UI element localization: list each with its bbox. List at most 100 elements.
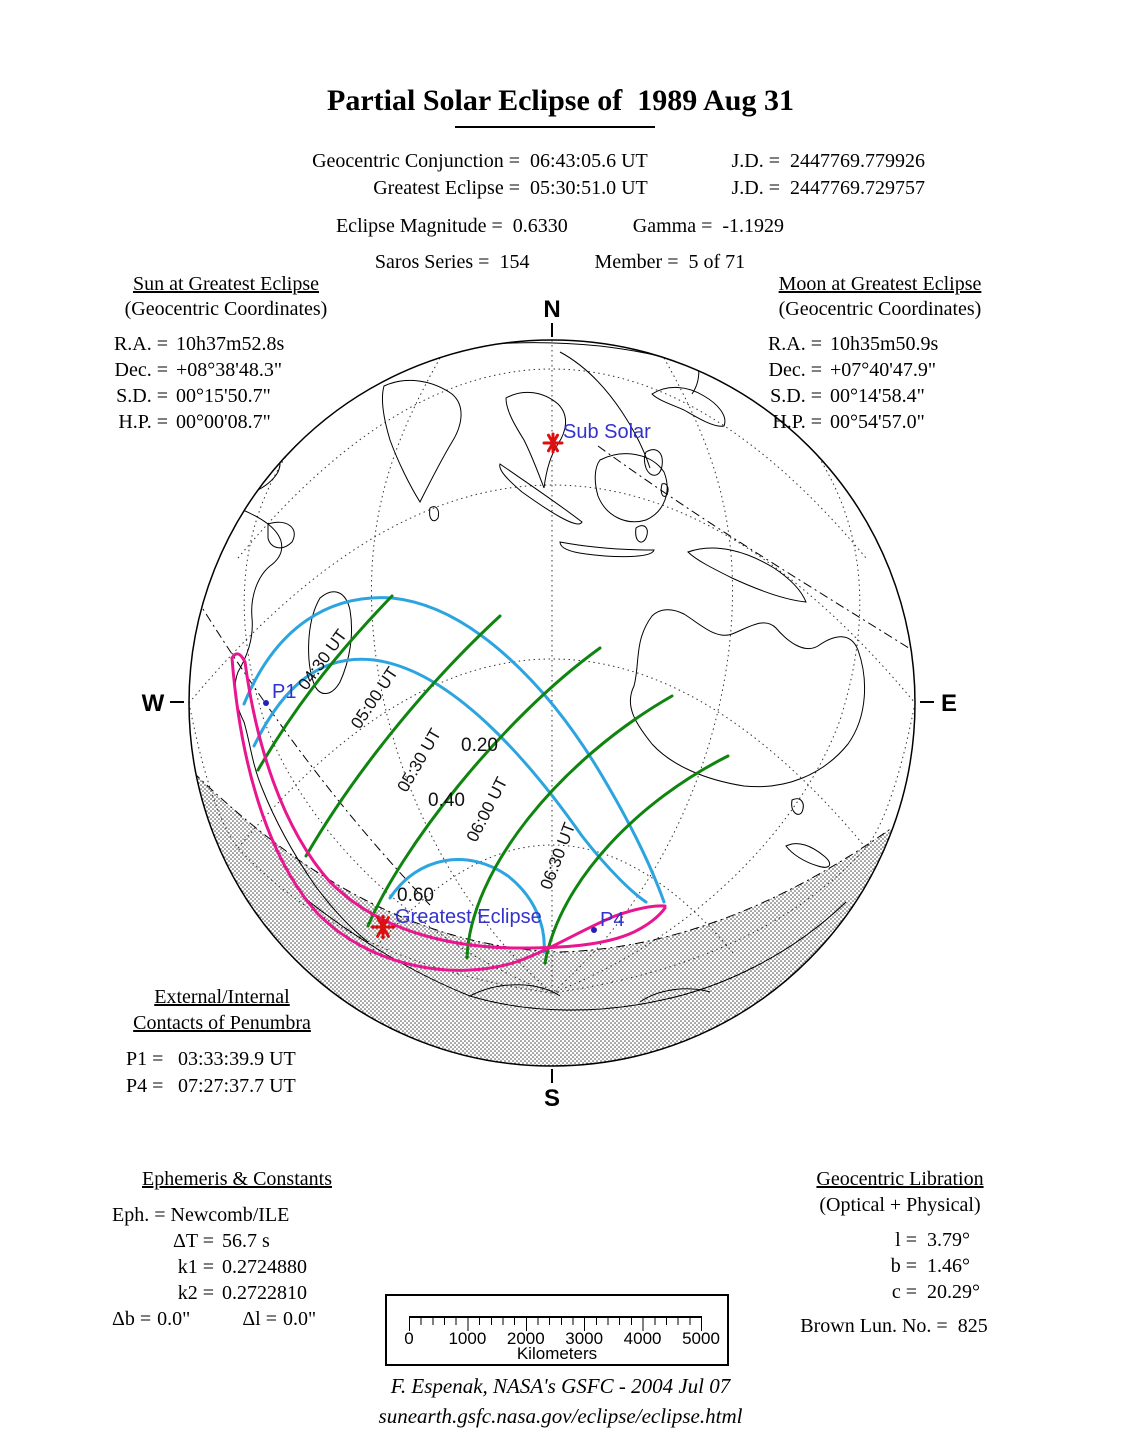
member-label: Member = bbox=[594, 251, 679, 273]
scale-bar: 0 1000 2000 3000 4000 5000 Kilometers bbox=[385, 1294, 729, 1366]
p1-contact-label: P1 = bbox=[126, 1048, 164, 1070]
graticule bbox=[189, 340, 915, 994]
eclipse-magnitude-value: 0.6330 bbox=[512, 215, 568, 237]
sun-ra-label: R.A. = bbox=[113, 333, 168, 355]
libration-l-value: 3.79° bbox=[927, 1229, 970, 1251]
moon-hp-label: H.P. = bbox=[772, 411, 822, 433]
sub-solar-marker bbox=[542, 432, 564, 454]
moon-coordinates-block: Moon at Greatest Eclipse (Geocentric Coo… bbox=[758, 272, 1002, 435]
compass-south-label: S bbox=[544, 1085, 560, 1112]
delta-t-row: ΔT = 56.7 s bbox=[112, 1228, 362, 1254]
sun-block-heading: Sun at Greatest Eclipse bbox=[132, 273, 320, 295]
eclipse-info: Geocentric Conjunction = 06:43:05.6 UT J… bbox=[180, 148, 940, 276]
conjunction-value: 06:43:05.6 UT bbox=[530, 150, 648, 172]
libration-l-label: l = bbox=[895, 1229, 917, 1251]
saros-label: Saros Series = bbox=[374, 251, 490, 273]
conjunction-rows: Geocentric Conjunction = 06:43:05.6 UT J… bbox=[180, 148, 940, 202]
p4-contact-row: P4 = 07:27:37.7 UT bbox=[126, 1073, 332, 1100]
conjunction-jd-value: 2447769.779926 bbox=[790, 150, 925, 172]
page-title: Partial Solar Eclipse of 1989 Aug 31 bbox=[327, 84, 794, 117]
brown-lunation-label: Brown Lun. No. = bbox=[800, 1315, 948, 1337]
libration-c-label: c = bbox=[891, 1281, 917, 1303]
p1-contact-row: P1 = 03:33:39.9 UT bbox=[126, 1046, 332, 1073]
saros-value: 154 bbox=[499, 251, 530, 273]
greatest-jd-value: 2447769.729757 bbox=[790, 177, 925, 199]
libration-b-row: b = 1.46° bbox=[835, 1253, 1005, 1279]
k2-row: k2 = 0.2722810 bbox=[112, 1280, 362, 1306]
scale-tick-3000: 3000 bbox=[565, 1329, 604, 1348]
magnitude-curve-020 bbox=[242, 596, 666, 904]
gamma-value: -1.1929 bbox=[722, 215, 785, 237]
moon-sd-row: S.D. = 00°14'58.4" bbox=[758, 383, 1002, 409]
k2-label: k2 = bbox=[177, 1282, 214, 1304]
coastlines bbox=[195, 342, 865, 1011]
delta-b-label: Δb = bbox=[112, 1308, 152, 1330]
sun-hp-value: 00°00'08.7" bbox=[176, 411, 271, 433]
delta-l-label: Δl = bbox=[242, 1308, 278, 1330]
contacts-heading-line1: External/Internal bbox=[154, 986, 290, 1008]
credit-line: F. Espenak, NASA's GSFC - 2004 Jul 07 bbox=[390, 1374, 731, 1398]
k1-row: k1 = 0.2724880 bbox=[112, 1254, 362, 1280]
greatest-eclipse-marker bbox=[370, 914, 396, 940]
terminator-line bbox=[192, 771, 904, 953]
brown-lunation-row: Brown Lun. No. = 825 bbox=[783, 1313, 1005, 1339]
moon-dec-row: Dec. = +07°40'47.9" bbox=[758, 357, 1002, 383]
p1-point bbox=[263, 700, 269, 706]
magnitude-curve-060 bbox=[388, 858, 546, 954]
sun-ra-row: R.A. = 10h37m52.8s bbox=[104, 331, 348, 357]
scale-unit-label: Kilometers bbox=[516, 1344, 598, 1363]
p4-contact-label: P4 = bbox=[126, 1075, 164, 1097]
sun-sd-label: S.D. = bbox=[116, 385, 168, 407]
libration-c-value: 20.29° bbox=[927, 1281, 980, 1303]
source-url: sunearth.gsfc.nasa.gov/eclipse/eclipse.h… bbox=[378, 1404, 743, 1428]
compass-west-label: W bbox=[142, 690, 165, 717]
penumbra-contacts-block: External/Internal Contacts of Penumbra P… bbox=[112, 984, 332, 1100]
k2-value: 0.2722810 bbox=[222, 1282, 307, 1304]
greatest-eclipse-label: Greatest Eclipse bbox=[395, 906, 542, 928]
time-curve-0430 bbox=[256, 594, 394, 772]
greatest-eclipse-time-value: 05:30:51.0 UT bbox=[530, 177, 648, 199]
sun-sd-row: S.D. = 00°15'50.7" bbox=[104, 383, 348, 409]
sun-hp-row: H.P. = 00°00'08.7" bbox=[104, 409, 348, 435]
ephemeris-constants-block: Ephemeris & Constants Eph. = Newcomb/ILE… bbox=[112, 1166, 362, 1333]
p1-label: P1 bbox=[272, 681, 296, 703]
title-underline bbox=[455, 126, 655, 128]
moon-dec-label: Dec. = bbox=[768, 359, 822, 381]
libration-heading: Geocentric Libration bbox=[816, 1168, 984, 1190]
sun-sd-value: 00°15'50.7" bbox=[176, 385, 271, 407]
moon-hp-value: 00°54'57.0" bbox=[830, 411, 925, 433]
sun-dec-value: +08°38'48.3" bbox=[176, 359, 283, 381]
scale-tick-2000: 2000 bbox=[506, 1329, 545, 1348]
delta-b-l-row: Δb = 0.0" Δl = 0.0" bbox=[112, 1306, 362, 1333]
scale-tick-5000: 5000 bbox=[682, 1329, 720, 1348]
moon-hp-row: H.P. = 00°54'57.0" bbox=[758, 409, 1002, 435]
moon-dec-value: +07°40'47.9" bbox=[830, 359, 937, 381]
magnitude-gamma-line: Eclipse Magnitude = 0.6330 Gamma = -1.19… bbox=[180, 213, 940, 240]
member-value: 5 of 71 bbox=[688, 251, 746, 273]
globe-outline bbox=[188, 339, 916, 1067]
saros-member-line: Saros Series = 154 Member = 5 of 71 bbox=[180, 249, 940, 276]
contacts-heading-line2: Contacts of Penumbra bbox=[133, 1012, 311, 1034]
gamma-label: Gamma = bbox=[632, 215, 713, 237]
penumbra-tip-west bbox=[230, 652, 247, 664]
libration-block: Geocentric Libration (Optical + Physical… bbox=[795, 1166, 1005, 1339]
time-label-0500: 05:00 UT bbox=[347, 664, 402, 733]
time-curve-0630 bbox=[543, 754, 730, 965]
k1-label: k1 = bbox=[177, 1256, 214, 1278]
greatest-eclipse-time-label: Greatest Eclipse = bbox=[373, 177, 520, 199]
moon-ra-row: R.A. = 10h35m50.9s bbox=[758, 331, 1002, 357]
time-curve-0500 bbox=[304, 614, 502, 858]
moon-block-subheading: (Geocentric Coordinates) bbox=[778, 298, 982, 320]
magnitude-label-040: 0.40 bbox=[428, 790, 465, 811]
penumbra-limit-south bbox=[230, 656, 667, 972]
delta-l-value: 0.0" bbox=[283, 1308, 317, 1330]
sun-coordinates-block: Sun at Greatest Eclipse (Geocentric Coor… bbox=[104, 272, 348, 435]
p4-label: P4 bbox=[600, 909, 624, 931]
night-shading-region bbox=[193, 772, 903, 1066]
moon-sd-label: S.D. = bbox=[770, 385, 822, 407]
sun-hp-label: H.P. = bbox=[118, 411, 168, 433]
libration-subheading: (Optical + Physical) bbox=[819, 1194, 981, 1216]
delta-b-value: 0.0" bbox=[157, 1308, 191, 1330]
